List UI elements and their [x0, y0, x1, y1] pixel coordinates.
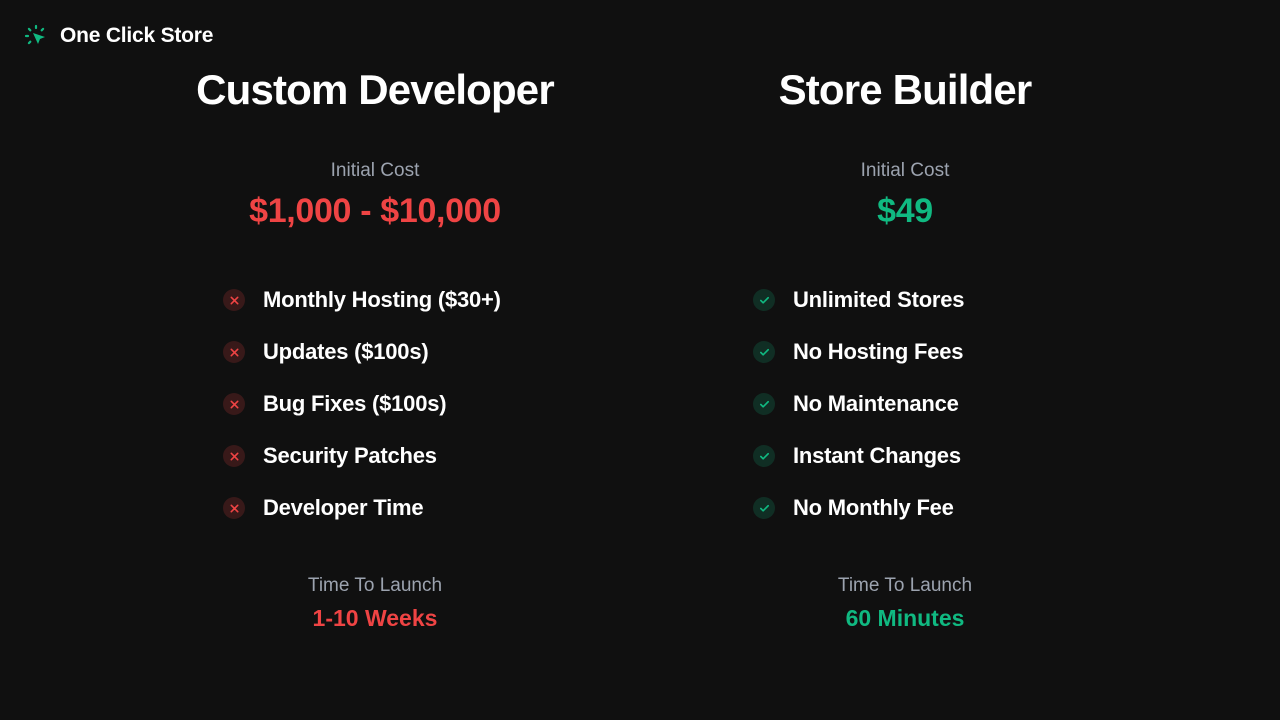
- column-store-builder: Store Builder Initial Cost $49 Unlimited…: [695, 66, 1115, 632]
- feature-item: No Hosting Fees: [753, 339, 964, 365]
- feature-text: Security Patches: [263, 443, 437, 469]
- column-title: Custom Developer: [196, 66, 554, 114]
- feature-text: Instant Changes: [793, 443, 961, 469]
- feature-text: Unlimited Stores: [793, 287, 964, 313]
- column-custom-developer: Custom Developer Initial Cost $1,000 - $…: [165, 66, 585, 632]
- feature-item: Unlimited Stores: [753, 287, 964, 313]
- time-value: 1-10 Weeks: [313, 605, 438, 632]
- x-icon: [223, 289, 245, 311]
- feature-item: No Maintenance: [753, 391, 964, 417]
- time-label: Time To Launch: [838, 575, 972, 597]
- logo-icon: [24, 24, 48, 48]
- check-icon: [753, 497, 775, 519]
- comparison-grid: Custom Developer Initial Cost $1,000 - $…: [0, 0, 1280, 632]
- x-icon: [223, 445, 245, 467]
- feature-text: Monthly Hosting ($30+): [263, 287, 501, 313]
- feature-text: Updates ($100s): [263, 339, 428, 365]
- x-icon: [223, 341, 245, 363]
- check-icon: [753, 289, 775, 311]
- time-label: Time To Launch: [308, 575, 442, 597]
- feature-item: Developer Time: [223, 495, 501, 521]
- cost-label: Initial Cost: [861, 160, 950, 182]
- feature-item: Monthly Hosting ($30+): [223, 287, 501, 313]
- check-icon: [753, 445, 775, 467]
- feature-text: No Hosting Fees: [793, 339, 963, 365]
- feature-text: Bug Fixes ($100s): [263, 391, 446, 417]
- cost-value: $1,000 - $10,000: [249, 192, 501, 231]
- check-icon: [753, 393, 775, 415]
- feature-item: Instant Changes: [753, 443, 964, 469]
- feature-list: Unlimited Stores No Hosting Fees No Main…: [695, 287, 964, 521]
- feature-list: Monthly Hosting ($30+) Updates ($100s) B…: [165, 287, 501, 521]
- cost-label: Initial Cost: [331, 160, 420, 182]
- x-icon: [223, 393, 245, 415]
- column-title: Store Builder: [779, 66, 1032, 114]
- time-value: 60 Minutes: [846, 605, 965, 632]
- x-icon: [223, 497, 245, 519]
- brand-name: One Click Store: [60, 24, 213, 48]
- cost-value: $49: [877, 192, 933, 231]
- feature-item: Updates ($100s): [223, 339, 501, 365]
- feature-item: Bug Fixes ($100s): [223, 391, 501, 417]
- feature-text: No Monthly Fee: [793, 495, 954, 521]
- feature-text: Developer Time: [263, 495, 423, 521]
- feature-text: No Maintenance: [793, 391, 959, 417]
- check-icon: [753, 341, 775, 363]
- feature-item: No Monthly Fee: [753, 495, 964, 521]
- feature-item: Security Patches: [223, 443, 501, 469]
- header: One Click Store: [24, 24, 213, 48]
